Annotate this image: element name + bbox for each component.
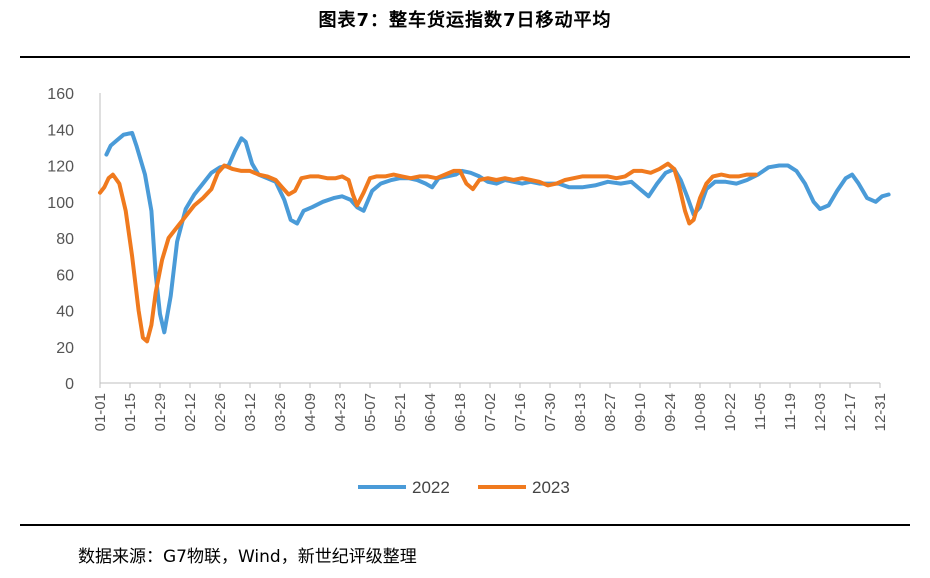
y-axis: 0 20 40 60 80 100 120 140 160 bbox=[47, 86, 74, 393]
y-tick-label: 0 bbox=[65, 376, 74, 393]
x-tick-label: 07-02 bbox=[482, 393, 499, 431]
y-tick-label: 160 bbox=[47, 86, 74, 103]
x-tick-label: 04-09 bbox=[302, 393, 319, 431]
x-tick-label: 12-03 bbox=[812, 393, 829, 431]
y-tick-label: 20 bbox=[56, 340, 74, 357]
x-tick-label: 02-26 bbox=[212, 393, 229, 431]
x-tick-label: 01-01 bbox=[92, 393, 109, 431]
x-tick-label: 10-08 bbox=[692, 393, 709, 431]
chart-title: 图表7：整车货运指数7日移动平均 bbox=[318, 10, 612, 31]
series-line-2022 bbox=[104, 130, 891, 335]
x-axis: 01-01 01-15 01-29 02-12 02-26 03-12 03-26 04-09… bbox=[92, 383, 889, 431]
y-tick-label: 80 bbox=[56, 231, 74, 248]
x-tick-label: 06-04 bbox=[422, 393, 439, 431]
x-tick-label: 07-16 bbox=[512, 393, 529, 431]
bottom-rule bbox=[20, 524, 910, 526]
x-tick-label: 09-24 bbox=[662, 393, 679, 431]
x-tick-label: 01-15 bbox=[122, 393, 139, 431]
y-tick-label: 100 bbox=[47, 195, 74, 212]
x-tick-label: 08-13 bbox=[572, 393, 589, 431]
legend-label-2023: 2023 bbox=[532, 478, 570, 497]
x-tick-label: 04-23 bbox=[332, 393, 349, 431]
x-tick-label: 12-17 bbox=[842, 393, 859, 431]
x-tick-label: 03-26 bbox=[272, 393, 289, 431]
data-source-note: 数据来源：G7物联，Wind，新世纪评级整理 bbox=[78, 547, 417, 567]
y-tick-label: 60 bbox=[56, 267, 74, 284]
x-tick-label: 07-30 bbox=[542, 393, 559, 431]
x-tick-label: 06-18 bbox=[452, 393, 469, 431]
x-tick-label: 05-07 bbox=[362, 393, 379, 431]
legend-label-2022: 2022 bbox=[412, 478, 450, 497]
x-tick-label: 03-12 bbox=[242, 393, 259, 431]
x-tick-label: 08-27 bbox=[602, 393, 619, 431]
y-tick-label: 140 bbox=[47, 122, 74, 139]
x-tick-label: 02-12 bbox=[182, 393, 199, 431]
top-rule bbox=[20, 56, 910, 58]
x-tick-label: 09-10 bbox=[632, 393, 649, 431]
legend: 2022 2023 bbox=[358, 478, 570, 497]
x-tick-label: 05-21 bbox=[392, 393, 409, 431]
series-line-2023 bbox=[98, 161, 758, 344]
x-tick-label: 01-29 bbox=[152, 393, 169, 431]
x-tick-label: 11-19 bbox=[782, 393, 799, 430]
series-layer bbox=[98, 130, 891, 344]
x-tick-label: 11-05 bbox=[752, 393, 769, 430]
y-tick-label: 40 bbox=[56, 304, 74, 321]
x-tick-label: 12-31 bbox=[872, 393, 889, 431]
y-tick-label: 120 bbox=[47, 159, 74, 176]
x-tick-label: 10-22 bbox=[722, 393, 739, 431]
